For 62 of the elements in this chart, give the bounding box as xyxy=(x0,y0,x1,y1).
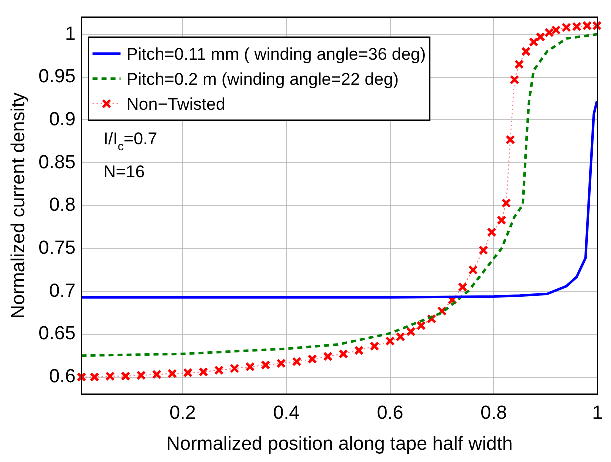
annotation: N=16 xyxy=(104,162,145,182)
point xyxy=(468,265,478,275)
legend-label: Non−Twisted xyxy=(126,94,226,114)
y-tick-label: 0.7 xyxy=(49,280,76,302)
y-tick-label: 0.95 xyxy=(38,66,76,88)
point xyxy=(230,364,240,374)
point xyxy=(544,28,554,38)
point xyxy=(497,216,507,226)
point xyxy=(514,60,524,70)
point xyxy=(261,360,271,370)
point xyxy=(416,321,426,331)
point xyxy=(536,32,546,42)
y-tick-label: 0.9 xyxy=(49,109,76,130)
point xyxy=(308,354,318,364)
x-tick-label: 0.2 xyxy=(170,403,196,424)
x-tick-label: 0.8 xyxy=(480,403,508,424)
point xyxy=(323,352,333,362)
point xyxy=(90,372,100,382)
point xyxy=(183,368,193,378)
x-tick-label: 0.4 xyxy=(273,403,300,424)
point xyxy=(478,246,488,256)
y-tick-label: 0.75 xyxy=(38,238,76,259)
y-axis-title: Normalized current density xyxy=(8,92,30,319)
point xyxy=(521,46,531,56)
point xyxy=(582,21,592,31)
y-tick-label: 0.65 xyxy=(38,324,76,345)
point xyxy=(551,25,562,36)
point xyxy=(370,342,380,352)
point xyxy=(292,357,302,367)
point xyxy=(152,370,162,380)
point xyxy=(487,228,497,238)
point xyxy=(506,135,516,145)
legend-label: Pitch=0.2 m (winding angle=22 deg) xyxy=(126,70,399,89)
point xyxy=(458,282,468,292)
point xyxy=(510,75,520,85)
point xyxy=(572,22,582,32)
point xyxy=(354,346,364,356)
legend-label: Pitch=0.11 mm ( winding angle=36 deg) xyxy=(126,44,426,64)
point xyxy=(386,336,396,346)
point xyxy=(121,372,131,382)
x-axis-title: Normalized position along tape half width xyxy=(166,434,513,455)
point xyxy=(406,327,416,337)
point xyxy=(502,198,512,208)
point xyxy=(106,372,116,382)
point xyxy=(198,367,208,377)
point xyxy=(276,358,286,368)
point xyxy=(562,22,572,32)
point xyxy=(338,349,348,359)
x-tick-label: 0.6 xyxy=(377,403,404,424)
y-tick-label: 0.85 xyxy=(38,152,76,174)
point xyxy=(396,332,406,342)
point xyxy=(214,366,224,376)
point xyxy=(168,369,178,379)
y-tick-label: 0.8 xyxy=(49,195,76,216)
y-tick-label: 0.6 xyxy=(49,366,76,388)
x-tick-label: 1 xyxy=(592,403,604,424)
point xyxy=(592,21,602,31)
y-tick-label: 1 xyxy=(65,24,76,45)
point xyxy=(246,362,256,372)
point xyxy=(136,370,146,380)
point xyxy=(529,37,539,48)
point xyxy=(76,372,87,382)
